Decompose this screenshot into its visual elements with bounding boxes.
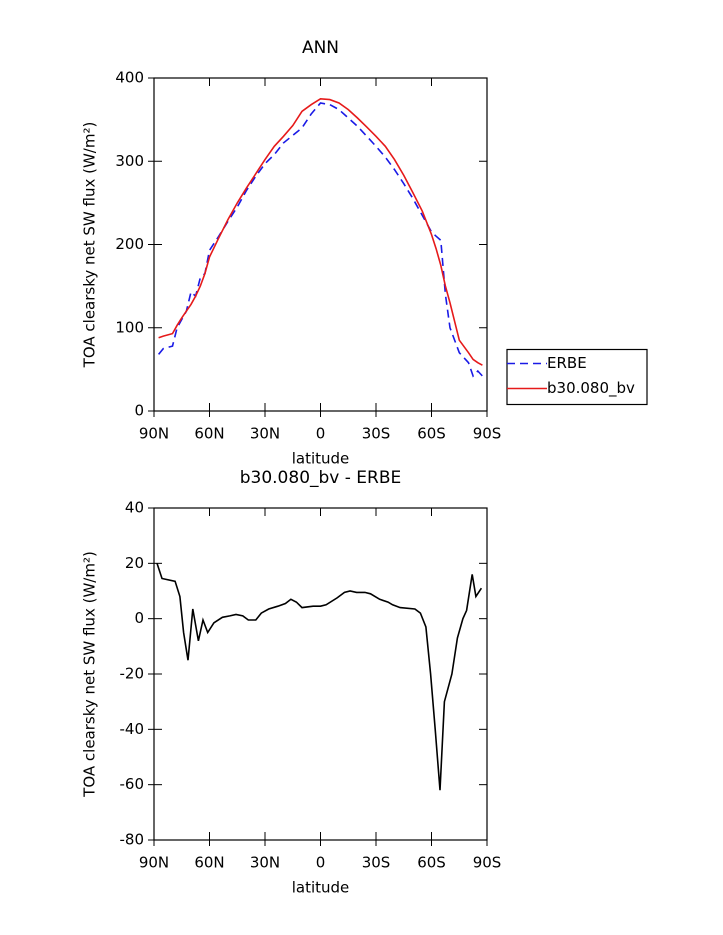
plot-frame	[153, 507, 488, 841]
x-tick-label: 30N	[250, 425, 280, 443]
legend-box	[506, 348, 648, 406]
chart-title: b30.080_bv - ERBE	[240, 468, 402, 488]
series-line	[158, 97, 483, 366]
x-tick-label: 0	[316, 854, 326, 872]
y-tick-label: 20	[125, 554, 144, 572]
y-tick-label: 300	[115, 152, 144, 170]
chart-title: ANN	[302, 38, 339, 58]
y-tick-label: 200	[115, 235, 144, 253]
y-tick-label: 40	[125, 499, 144, 517]
x-tick-label: 90S	[473, 854, 502, 872]
x-tick-label: 90N	[139, 425, 169, 443]
x-axis-label: latitude	[292, 879, 350, 897]
y-tick-label: -40	[120, 720, 145, 738]
y-tick-label: 100	[115, 318, 144, 336]
x-tick-label: 30N	[250, 854, 280, 872]
x-tick-label: 0	[316, 425, 326, 443]
series-line	[156, 563, 483, 791]
legend-label: ERBE	[547, 354, 587, 372]
x-tick-label: 60S	[417, 425, 446, 443]
y-axis-label: TOA clearsky net SW flux (W/m²)	[81, 122, 99, 369]
x-tick-label: 30S	[362, 425, 391, 443]
x-tick-label: 60N	[194, 425, 224, 443]
x-axis-label: latitude	[292, 450, 350, 468]
x-tick-label: 90S	[473, 425, 502, 443]
y-tick-label: -20	[120, 665, 145, 683]
y-tick-label: 0	[134, 402, 144, 420]
x-tick-label: 90N	[139, 854, 169, 872]
y-tick-label: 0	[134, 609, 144, 627]
x-tick-label: 60N	[194, 854, 224, 872]
y-axis-label: TOA clearsky net SW flux (W/m²)	[81, 551, 99, 798]
legend-label: b30.080_bv	[547, 379, 635, 398]
y-tick-label: -60	[120, 775, 145, 793]
y-tick-label: -80	[120, 831, 145, 849]
y-tick-label: 400	[115, 69, 144, 87]
x-tick-label: 30S	[362, 854, 391, 872]
plot-frame	[153, 77, 488, 412]
x-tick-label: 60S	[417, 854, 446, 872]
